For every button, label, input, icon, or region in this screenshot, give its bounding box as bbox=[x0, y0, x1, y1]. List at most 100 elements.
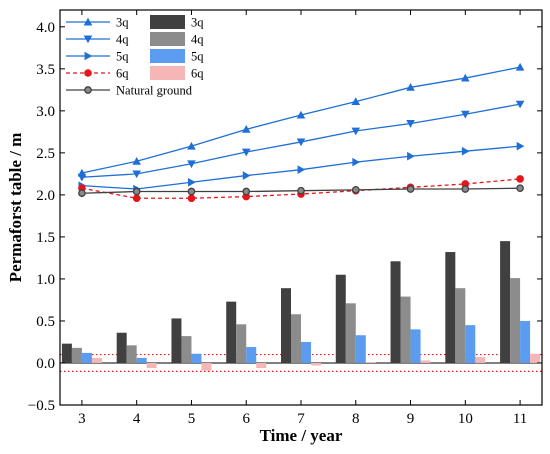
point-natural-ground-year-7 bbox=[297, 186, 305, 195]
y-tick-label: 0.5 bbox=[36, 314, 55, 330]
bar-5q-year-9 bbox=[410, 329, 421, 363]
legend-swatch-3q bbox=[150, 15, 185, 29]
y-tick-label: 2.0 bbox=[36, 188, 55, 204]
bar-6q-year-3 bbox=[91, 357, 102, 363]
legend-bar-label-3q: 3q bbox=[191, 16, 204, 30]
point-4q-year-5 bbox=[187, 160, 196, 169]
y-axis-title: Permaforst table / m bbox=[6, 133, 25, 283]
bar-5q-year-7 bbox=[301, 341, 311, 363]
point-4q-year-10 bbox=[461, 110, 470, 119]
point-4q-year-7 bbox=[296, 138, 306, 147]
point-natural-ground-year-3 bbox=[78, 189, 86, 198]
point-natural-ground-year-5 bbox=[187, 187, 196, 196]
point-6q-year-11 bbox=[516, 175, 524, 183]
point-4q-year-11 bbox=[515, 100, 525, 109]
y-tick-label: 1.5 bbox=[36, 230, 55, 246]
x-tick-label: 10 bbox=[458, 411, 473, 427]
x-tick-label: 5 bbox=[188, 411, 196, 427]
bar-5q-year-3 bbox=[81, 352, 92, 363]
point-5q-year-8 bbox=[352, 157, 361, 167]
bar-5q-year-10 bbox=[465, 325, 476, 363]
bar-6q-year-5 bbox=[201, 362, 212, 371]
bar-5q-year-4 bbox=[136, 357, 147, 363]
point-5q-year-9 bbox=[407, 151, 415, 161]
bar-4q-year-9 bbox=[400, 296, 411, 363]
bar-4q-year-4 bbox=[126, 345, 137, 363]
point-natural-ground-year-4 bbox=[132, 187, 141, 196]
point-6q-year-5 bbox=[187, 194, 196, 203]
x-tick-label: 11 bbox=[513, 411, 527, 427]
point-3q-year-5 bbox=[187, 141, 196, 150]
point-3q-year-11 bbox=[515, 62, 525, 71]
bar-4q-year-7 bbox=[291, 314, 301, 363]
y-tick-label: 0.0 bbox=[36, 356, 55, 372]
bar-5q-year-6 bbox=[246, 347, 257, 363]
bar-3q-year-9 bbox=[390, 261, 401, 363]
point-natural-ground-year-11 bbox=[516, 184, 524, 193]
point-natural-ground-year-8 bbox=[351, 186, 360, 194]
bar-3q-year-3 bbox=[61, 343, 72, 363]
bar-4q-year-5 bbox=[181, 336, 192, 363]
point-5q-year-11 bbox=[516, 141, 525, 151]
bar-4q-year-10 bbox=[455, 288, 466, 363]
point-4q-year-6 bbox=[241, 148, 251, 157]
bar-6q-year-8 bbox=[365, 362, 376, 363]
bar-4q-year-3 bbox=[71, 347, 82, 363]
x-tick-label: 7 bbox=[297, 411, 305, 427]
legend-marker-3q bbox=[83, 17, 93, 26]
point-4q-year-4 bbox=[132, 170, 141, 179]
point-5q-year-7 bbox=[297, 165, 306, 174]
point-6q-year-4 bbox=[132, 194, 141, 203]
legend-label-3q: 3q bbox=[116, 16, 129, 30]
bar-6q-year-9 bbox=[420, 360, 431, 363]
bar-3q-year-5 bbox=[171, 318, 182, 363]
bar-4q-year-11 bbox=[510, 278, 521, 363]
point-natural-ground-year-6 bbox=[242, 187, 251, 196]
x-tick-label: 3 bbox=[78, 411, 86, 427]
legend-bar-label-4q: 4q bbox=[191, 33, 204, 47]
point-4q-year-9 bbox=[406, 120, 415, 128]
bar-5q-year-5 bbox=[191, 353, 202, 363]
point-4q-year-8 bbox=[351, 127, 361, 136]
y-tick-label: 3.5 bbox=[36, 62, 55, 78]
y-tick-label: 3.0 bbox=[36, 104, 55, 120]
point-5q-year-6 bbox=[242, 171, 251, 180]
legend-bar-label-5q: 5q bbox=[191, 50, 204, 64]
legend-bar-label-6q: 6q bbox=[191, 67, 204, 81]
legend-swatch-6q bbox=[150, 66, 185, 80]
legend-swatch-5q bbox=[150, 49, 185, 63]
point-natural-ground-year-10 bbox=[461, 185, 470, 193]
bar-6q-year-7 bbox=[311, 362, 321, 366]
point-3q-year-4 bbox=[132, 156, 141, 165]
legend-label-natural-ground: Natural ground bbox=[116, 84, 193, 98]
y-tick-label: 2.5 bbox=[36, 146, 55, 162]
bar-3q-year-7 bbox=[281, 288, 291, 363]
bar-4q-year-6 bbox=[236, 324, 247, 363]
bar-5q-year-11 bbox=[520, 320, 531, 363]
bar-3q-year-10 bbox=[445, 252, 456, 363]
point-5q-year-5 bbox=[188, 177, 196, 187]
x-tick-label: 9 bbox=[407, 411, 415, 427]
x-tick-label: 4 bbox=[133, 411, 141, 427]
legend-label-4q: 4q bbox=[116, 33, 129, 47]
plot-area bbox=[60, 62, 542, 372]
point-3q-year-10 bbox=[461, 73, 470, 82]
y-tick-label: −0.5 bbox=[28, 398, 55, 414]
axes: −0.5 0.0 0.5 1.0 1.5 2.0 2.5 3.0 3.5 4.0 3 4 5 6 7 8 9 10… bbox=[28, 9, 543, 427]
legend-label-5q: 5q bbox=[116, 50, 129, 64]
bar-3q-year-6 bbox=[226, 301, 237, 363]
bar-3q-year-4 bbox=[116, 332, 127, 363]
bar-3q-year-8 bbox=[335, 274, 346, 363]
point-4q-year-3 bbox=[77, 173, 87, 182]
bar-6q-year-11 bbox=[530, 353, 541, 363]
bar-4q-year-8 bbox=[345, 303, 356, 363]
bar-3q-year-11 bbox=[500, 241, 511, 363]
x-tick-label: 6 bbox=[242, 411, 250, 427]
x-axis-title: Time / year bbox=[260, 426, 343, 445]
point-5q-year-10 bbox=[461, 146, 470, 156]
x-tick-label: 8 bbox=[352, 411, 360, 427]
bar-6q-year-10 bbox=[475, 357, 486, 363]
legend-marker-4q bbox=[83, 35, 93, 44]
bar-5q-year-8 bbox=[355, 335, 366, 363]
point-3q-year-7 bbox=[296, 110, 306, 119]
